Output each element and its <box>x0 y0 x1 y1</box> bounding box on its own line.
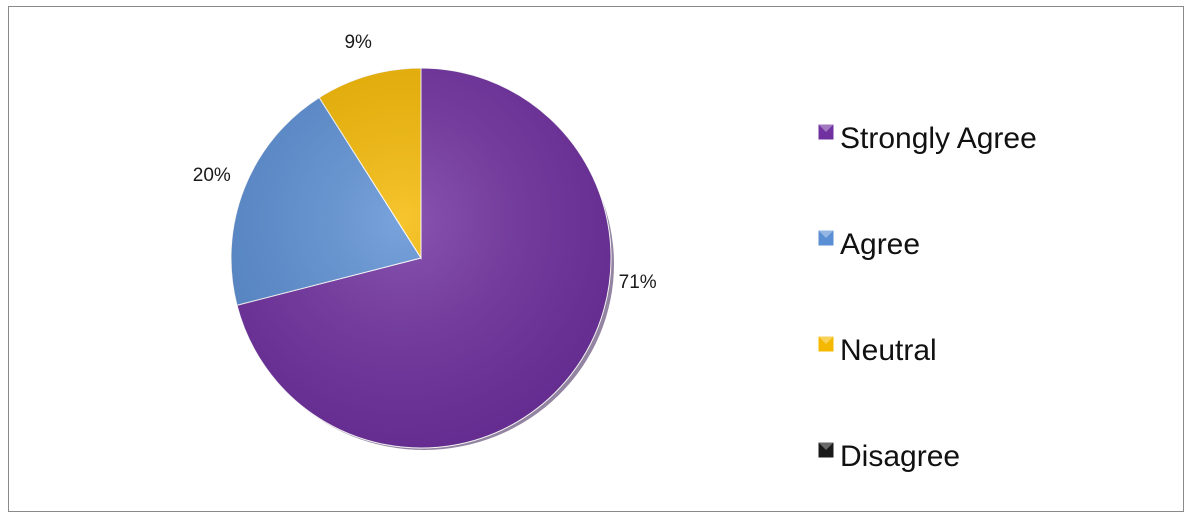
legend-label-neutral: Neutral <box>840 334 937 367</box>
legend-swatch-bevel-agree <box>818 230 834 238</box>
pie-shading <box>231 68 611 448</box>
legend-label-agree: Agree <box>840 228 920 261</box>
legend-swatch-strongly-agree <box>817 123 835 141</box>
legend-swatch-bevel-disagree <box>818 442 834 450</box>
legend-swatch-agree <box>817 229 835 247</box>
data-label-agree: 20% <box>193 165 231 186</box>
data-label-strongly-agree: 71% <box>619 272 657 293</box>
legend-swatch-neutral <box>817 335 835 353</box>
data-label-neutral: 9% <box>344 32 372 53</box>
legend-label-strongly-agree: Strongly Agree <box>840 122 1037 155</box>
legend-swatch-disagree <box>817 441 835 459</box>
data-labels: 71% 20% 9% <box>193 32 657 293</box>
legend-swatch-bevel-neutral <box>818 336 834 344</box>
legend-label-disagree: Disagree <box>840 440 960 473</box>
legend: Strongly Agree Agree Neutral Disagree <box>817 122 1037 473</box>
legend-swatch-bevel-strongly-agree <box>818 124 834 132</box>
